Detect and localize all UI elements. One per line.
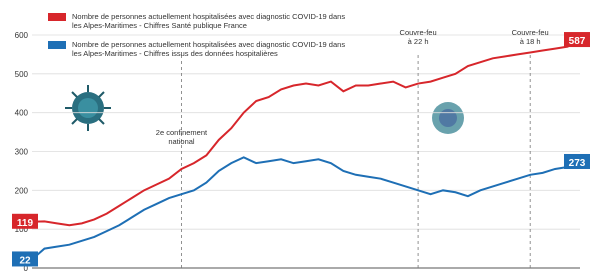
legend-item: Nombre de personnes actuellement hospita…: [48, 40, 348, 58]
legend-item: Nombre de personnes actuellement hospita…: [48, 12, 348, 30]
value-label: 587: [569, 36, 586, 47]
line-series: [32, 40, 580, 225]
legend-swatch: [48, 41, 66, 49]
legend-swatch: [48, 13, 66, 21]
value-label: 273: [569, 158, 586, 169]
value-label: 22: [19, 255, 31, 266]
y-tick-label: 400: [15, 109, 29, 118]
legend-label: Nombre de personnes actuellement hospita…: [72, 40, 348, 58]
page: 01002003004005006002e confinementnationa…: [0, 0, 593, 278]
annotation-text: 2e confinement: [156, 128, 208, 137]
grid: [32, 35, 580, 268]
annotation-text: Couvre-feu: [512, 28, 549, 37]
value-label: 119: [17, 218, 34, 229]
y-tick-label: 300: [15, 148, 29, 157]
y-tick-label: 200: [15, 186, 29, 195]
y-tick-label: 500: [15, 70, 29, 79]
legend-label: Nombre de personnes actuellement hospita…: [72, 12, 348, 30]
annotation-text: Couvre-feu: [400, 28, 437, 37]
y-tick-label: 600: [15, 31, 29, 40]
annotation-text: à 22 h: [408, 37, 429, 46]
annotation-text: à 18 h: [520, 37, 541, 46]
annotation-text: national: [168, 137, 195, 146]
virus-icon-blurred: [432, 102, 464, 134]
virus-icon: [65, 85, 111, 131]
